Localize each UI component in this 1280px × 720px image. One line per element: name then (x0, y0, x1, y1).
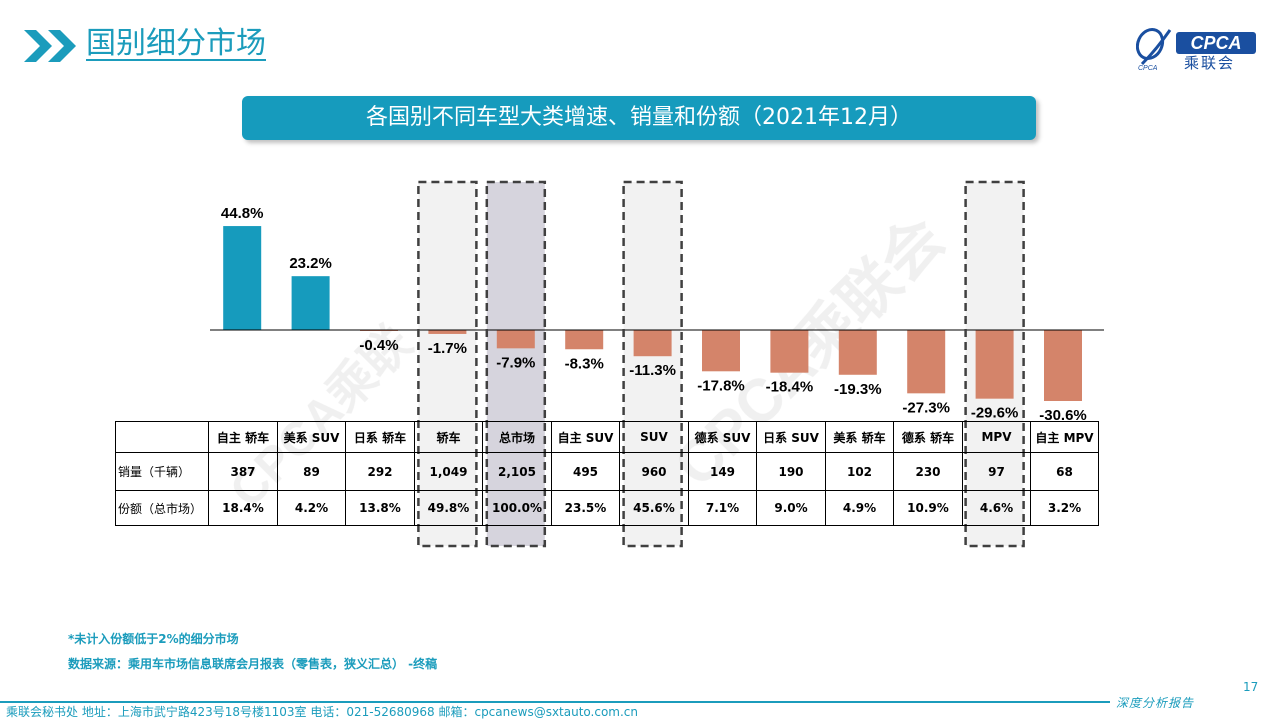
column-header: 日系 轿车 (345, 421, 415, 453)
column-header: 总市场 (482, 421, 552, 453)
bar (838, 330, 877, 375)
sales-cell: 102 (825, 452, 894, 491)
column-header: 自主 MPV (1030, 421, 1099, 453)
column-header: 德系 SUV (688, 421, 757, 453)
share-cell: 9.0% (756, 490, 826, 526)
footnote: *未计入份额低于2%的细分市场 (68, 632, 239, 646)
share-cell: 23.5% (551, 490, 620, 526)
share-cell: 45.6% (619, 490, 689, 526)
column-header: 自主 轿车 (208, 421, 278, 453)
bar (291, 276, 330, 330)
data-label: -8.3% (565, 355, 604, 372)
column-header: 日系 SUV (756, 421, 826, 453)
page-number: 17 (1243, 680, 1259, 694)
sales-cell: 68 (1030, 452, 1099, 491)
bar (496, 330, 535, 349)
sales-cell: 230 (893, 452, 963, 491)
sales-cell: 387 (208, 452, 278, 491)
cpca-logo: CPCA CPCA (1136, 27, 1256, 72)
table-corner-cell (115, 421, 209, 453)
bar (975, 330, 1014, 399)
sales-cell: 495 (551, 452, 620, 491)
share-cell: 3.2% (1030, 490, 1099, 526)
highlight-dashed-box (964, 180, 1025, 548)
column-header: 美系 SUV (277, 421, 346, 453)
column-header: 德系 轿车 (893, 421, 963, 453)
highlight-dashed-box (417, 180, 478, 548)
chevron-double-right-icon (24, 30, 76, 62)
share-cell: 4.6% (962, 490, 1031, 526)
data-label: -7.9% (496, 354, 535, 371)
data-label: -30.6% (1039, 407, 1087, 424)
logo-chinese-name: 乘联会 (1184, 54, 1236, 72)
data-label: -0.4% (359, 337, 398, 354)
chart-title-banner: 各国别不同车型大类增速、销量和份额（2021年12月） (242, 96, 1036, 140)
column-header: MPV (962, 421, 1031, 453)
bar (907, 330, 946, 394)
report-tag: 深度分析报告 (1116, 696, 1195, 710)
sales-cell: 149 (688, 452, 757, 491)
share-cell: 49.8% (414, 490, 483, 526)
data-label: -27.3% (902, 399, 950, 416)
sales-cell: 190 (756, 452, 826, 491)
bar (633, 330, 672, 357)
data-label: 23.2% (289, 255, 332, 272)
data-label: -19.3% (834, 381, 882, 398)
logo-small-text: CPCA (1138, 65, 1158, 72)
share-cell: 7.1% (688, 490, 757, 526)
page-title: 国别细分市场 (86, 26, 266, 61)
footer-divider (0, 701, 1110, 703)
column-header: 美系 轿车 (825, 421, 894, 453)
share-cell: 13.8% (345, 490, 415, 526)
sales-cell: 97 (962, 452, 1031, 491)
bar (702, 330, 740, 372)
bar (223, 226, 262, 330)
column-header: SUV (619, 421, 689, 453)
data-label: -18.4% (766, 379, 814, 396)
sales-cell: 2,105 (482, 452, 552, 491)
data-label: -17.8% (697, 377, 745, 394)
highlight-dashed-box (622, 180, 683, 548)
sales-cell: 292 (345, 452, 415, 491)
highlight-dashed-box (485, 180, 547, 548)
data-label: -11.3% (629, 362, 676, 379)
data-source-note: 数据来源：乘用车市场信息联席会月报表（零售表，狭义汇总） -终稿 (68, 657, 438, 671)
bar (1044, 330, 1082, 401)
share-cell: 4.2% (277, 490, 346, 526)
data-table: 自主 轿车 美系 SUV 日系 轿车 轿车 总市场 自主 SUV SUV 德系 … (115, 421, 1099, 526)
share-cell: 4.9% (825, 490, 894, 526)
bar (565, 330, 604, 350)
data-label: 44.8% (221, 205, 264, 222)
row-label-sales: 销量（千辆） (115, 452, 209, 491)
share-cell: 18.4% (208, 490, 278, 526)
data-label: -1.7% (428, 340, 467, 357)
row-label-share: 份额（总市场） (115, 490, 209, 526)
footer-contact: 乘联会秘书处 地址：上海市武宁路423号18号楼1103室 电话：021-526… (6, 705, 639, 719)
share-cell: 100.0% (482, 490, 552, 526)
sales-cell: 960 (619, 452, 689, 491)
column-header: 轿车 (414, 421, 483, 453)
data-label: -29.6% (971, 405, 1019, 422)
bar (770, 330, 809, 373)
sales-cell: 1,049 (414, 452, 483, 491)
column-header: 自主 SUV (551, 421, 620, 453)
bar (428, 330, 467, 334)
logo-text: CPCA (1190, 33, 1241, 53)
sales-cell: 89 (277, 452, 346, 491)
share-cell: 10.9% (893, 490, 963, 526)
